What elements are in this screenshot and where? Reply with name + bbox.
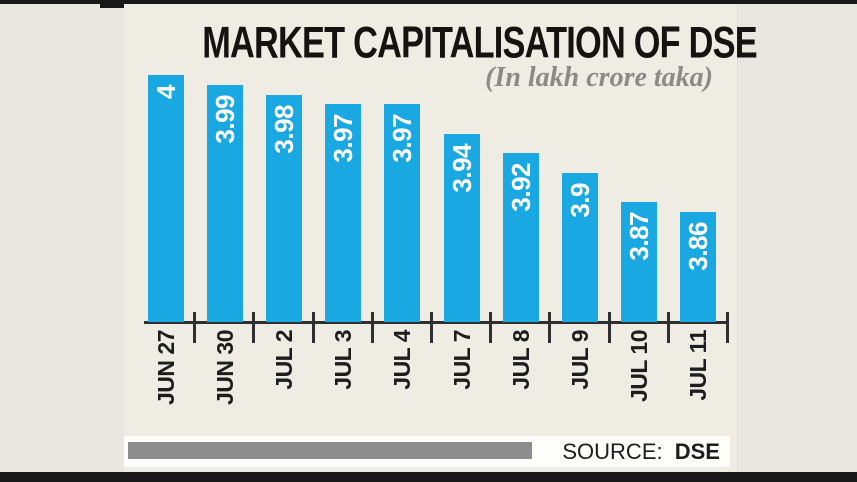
bar: 3.97	[325, 104, 362, 322]
footer-strip: SOURCE: DSE	[124, 436, 730, 467]
bar-value-label: 3.99	[209, 95, 240, 144]
bar-slot: 3.9 JUL 9	[550, 75, 611, 390]
bar-slot: 3.98 JUL 2	[254, 75, 315, 390]
x-axis-label: JUN 27	[152, 330, 179, 405]
source-label: SOURCE:	[562, 439, 663, 464]
x-axis-label: JUL 11	[685, 330, 712, 401]
x-axis-label: JUL 8	[507, 330, 534, 390]
x-axis-tick	[252, 312, 256, 343]
bar: 3.92	[502, 153, 539, 322]
x-axis-tick	[726, 312, 730, 343]
bar-slot: 3.92 JUL 8	[491, 75, 552, 390]
bar-slot: 3.99 JUN 30	[195, 75, 256, 405]
x-axis-label: JUL 10	[626, 330, 653, 403]
x-axis-tick	[311, 312, 315, 343]
bar-value-label: 3.97	[328, 114, 359, 163]
bar: 3.98	[266, 95, 302, 322]
bar-value-label: 4	[150, 85, 181, 99]
x-axis-tick	[370, 312, 374, 343]
bar-value-label: 3.98	[269, 105, 299, 154]
x-axis-tick	[430, 312, 434, 343]
x-axis-label: JUN 30	[211, 330, 238, 405]
x-axis-label: JUL 3	[330, 330, 357, 390]
bar-slot: 3.86 JUL 11	[669, 75, 730, 401]
chart-panel: MARKET CAPITALISATION OF DSE (In lakh cr…	[124, 4, 758, 472]
bar: 3.87	[621, 202, 658, 322]
x-axis-tick	[607, 312, 611, 343]
x-axis-label: JUL 4	[389, 330, 416, 390]
source-credit: SOURCE: DSE	[562, 436, 720, 467]
chart-title-text: MARKET CAPITALISATION OF DSE	[202, 17, 757, 68]
chart-subtitle: (In lakh crore taka)	[485, 62, 713, 93]
bar-value-label: 3.9	[565, 183, 596, 218]
bar-slot: 3.87 JUL 10	[610, 75, 670, 402]
bar-slot: 3.97 JUL 4	[373, 75, 434, 390]
bar: 3.94	[443, 134, 480, 322]
x-axis-label: JUL 7	[448, 330, 475, 390]
bar: 3.97	[384, 104, 421, 322]
x-axis-label: JUL 2	[271, 330, 297, 390]
bar-value-label: 3.87	[624, 212, 655, 261]
bar-value-label: 3.86	[683, 222, 714, 271]
bar-slot: 3.94 JUL 7	[432, 75, 493, 390]
bar-value-label: 3.97	[387, 114, 418, 163]
bar: 3.86	[680, 212, 717, 322]
x-axis-tick	[193, 312, 197, 343]
x-axis-label: JUL 9	[567, 330, 594, 390]
bar: 4	[147, 75, 184, 322]
bottom-black-bar	[0, 472, 857, 482]
bar-slot: 4 JUN 27	[136, 75, 197, 405]
bar-slot: 3.97 JUL 3	[314, 75, 374, 390]
source-value: DSE	[674, 439, 720, 464]
footer-divider-bar	[128, 442, 532, 459]
x-axis-tick	[489, 312, 493, 343]
bar-value-label: 3.94	[446, 144, 477, 193]
x-axis-tick	[666, 312, 670, 343]
plot-area: 4 JUN 27 3.99 JUN 30 3.98 JUL 2 3.97 JUL 3 3.97 J…	[136, 75, 730, 405]
bar-value-label: 3.92	[505, 163, 536, 212]
bar: 3.99	[206, 85, 243, 322]
x-axis-tick	[548, 312, 552, 343]
bar: 3.9	[562, 173, 599, 322]
chart-title: MARKET CAPITALISATION OF DSE	[124, 18, 757, 68]
